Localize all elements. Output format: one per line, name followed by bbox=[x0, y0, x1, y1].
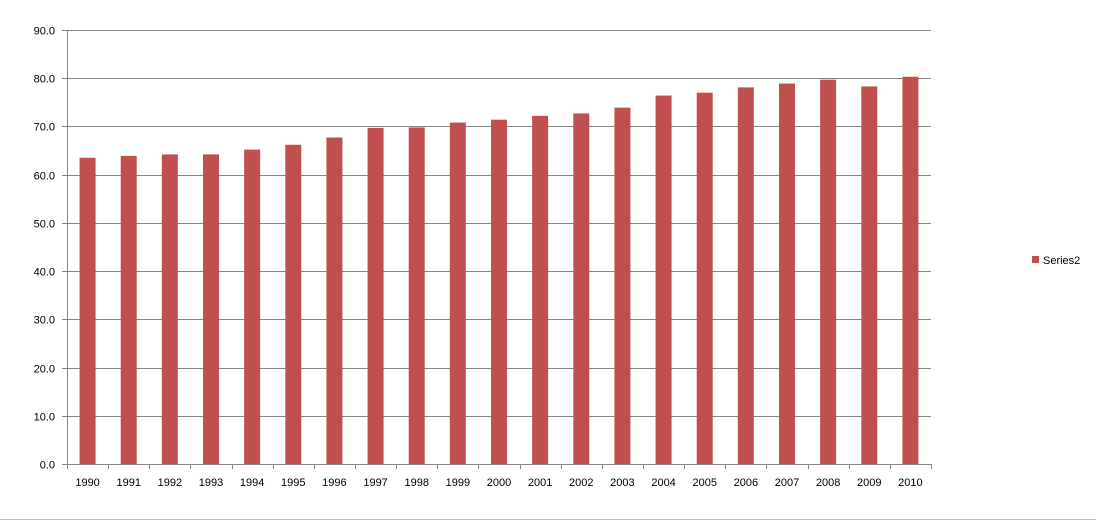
bar bbox=[326, 137, 343, 464]
bar bbox=[861, 86, 878, 465]
x-tick-label: 2001 bbox=[528, 477, 552, 489]
x-tick-label: 1998 bbox=[404, 477, 428, 489]
bar bbox=[79, 157, 96, 465]
x-tick-label: 1995 bbox=[281, 477, 305, 489]
bar bbox=[902, 76, 919, 464]
bar bbox=[244, 149, 261, 464]
bar bbox=[614, 107, 631, 464]
y-tick-label: 80.0 bbox=[34, 74, 55, 86]
bar bbox=[408, 127, 425, 465]
bar bbox=[737, 87, 754, 464]
y-tick-label: 40.0 bbox=[34, 267, 55, 279]
x-tick-label: 2006 bbox=[734, 477, 758, 489]
x-tick-label: 2007 bbox=[775, 477, 799, 489]
y-tick-label: 50.0 bbox=[34, 219, 55, 231]
bar bbox=[573, 113, 590, 465]
bar bbox=[203, 154, 219, 464]
bar bbox=[779, 83, 795, 464]
y-tick-label: 90.0 bbox=[34, 26, 55, 38]
axes bbox=[62, 30, 932, 469]
bar bbox=[367, 127, 384, 464]
bar bbox=[696, 92, 713, 464]
bars bbox=[79, 76, 919, 465]
y-tick-label: 20.0 bbox=[34, 364, 55, 376]
x-tick-label: 2010 bbox=[898, 477, 922, 489]
x-tick-label: 1991 bbox=[116, 477, 140, 489]
x-tick-label: 1994 bbox=[240, 477, 264, 489]
x-tick-label: 2004 bbox=[651, 477, 675, 489]
x-tick-label: 1999 bbox=[446, 477, 470, 489]
bar bbox=[491, 119, 507, 465]
x-tick-labels: 1990 1991 1992 1993 1994 1995 1996 1997 1998 1999… bbox=[75, 477, 922, 489]
y-tick-label: 70.0 bbox=[34, 122, 55, 134]
x-tick-label: 1996 bbox=[322, 477, 346, 489]
y-tick-label: 60.0 bbox=[34, 171, 55, 183]
legend-swatch bbox=[1032, 256, 1039, 263]
bar bbox=[285, 144, 302, 464]
x-tick-label: 2002 bbox=[569, 477, 593, 489]
y-tick-labels: 0.0 10.0 20.0 30.0 40.0 50.0 60.0 70.0 80.0 90.0 bbox=[34, 26, 55, 472]
y-tick-label: 30.0 bbox=[34, 315, 55, 327]
x-tick-label: 1990 bbox=[75, 477, 99, 489]
x-tick-label: 1997 bbox=[363, 477, 387, 489]
bar bbox=[532, 115, 549, 464]
x-tick-label: 2000 bbox=[487, 477, 511, 489]
bar bbox=[655, 95, 672, 465]
x-tick-label: 1992 bbox=[158, 477, 182, 489]
bar bbox=[120, 155, 137, 465]
bar bbox=[820, 79, 837, 465]
legend-label: Series2 bbox=[1043, 255, 1080, 267]
x-tick-label: 2003 bbox=[610, 477, 634, 489]
x-tick-label: 2008 bbox=[816, 477, 840, 489]
x-tick-label: 2005 bbox=[692, 477, 716, 489]
bar bbox=[449, 122, 466, 464]
x-tick-label: 1993 bbox=[199, 477, 223, 489]
y-tick-label: 0.0 bbox=[40, 460, 55, 472]
y-tick-label: 10.0 bbox=[34, 412, 55, 424]
x-tick-label: 2009 bbox=[857, 477, 881, 489]
legend: Series2 bbox=[1032, 255, 1080, 267]
bar bbox=[161, 154, 178, 464]
